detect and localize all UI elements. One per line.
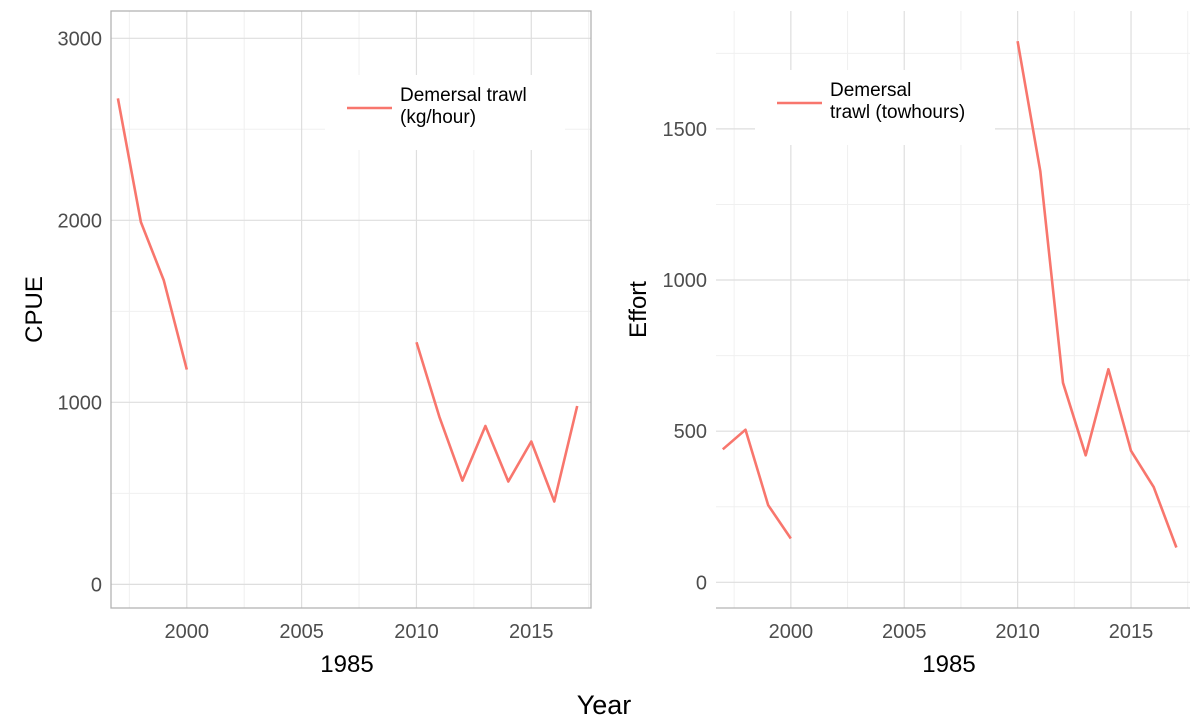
x-axis-label: 1985 — [320, 651, 373, 678]
y-tick-label: 1000 — [663, 270, 708, 292]
cpue-panel: 2000 2005 2010 2015 0 1000 2000 3000 1985 CPUE Dem… — [21, 10, 592, 678]
series-line — [415, 341, 579, 503]
y-tick-label: 3000 — [58, 28, 103, 50]
legend-label: Demersal — [830, 80, 911, 101]
legend-label: Demersal trawl — [400, 85, 527, 106]
panel-border — [110, 10, 592, 609]
effort-panel: 2000 2005 2010 2015 0 500 1000 1500 1985 Effort De… — [625, 11, 1190, 678]
y-tick-label: 0 — [91, 574, 102, 596]
x-tick-label: 2005 — [882, 621, 927, 643]
legend-label: trawl (towhours) — [830, 102, 965, 123]
y-axis-title: Effort — [625, 281, 652, 338]
y-tick-label: 1500 — [663, 119, 708, 141]
legend-label: (kg/hour) — [400, 107, 476, 128]
x-axis-label: 1985 — [922, 651, 975, 678]
x-tick-label: 2010 — [995, 621, 1040, 643]
x-tick-label: 2015 — [1109, 621, 1154, 643]
y-tick-label: 2000 — [58, 210, 103, 232]
y-tick-label: 0 — [696, 572, 707, 594]
x-tick-label: 2010 — [394, 621, 439, 643]
x-tick-label: 2000 — [769, 621, 814, 643]
y-axis-title: CPUE — [21, 276, 48, 343]
series-line — [721, 428, 792, 540]
figure-x-axis-title: Year — [577, 690, 632, 720]
x-tick-label: 2000 — [165, 621, 210, 643]
legend-box — [325, 75, 565, 150]
series-line — [116, 98, 189, 370]
y-tick-label: 500 — [674, 421, 707, 443]
x-tick-label: 2015 — [509, 621, 554, 643]
legend-box — [755, 70, 995, 145]
series-line — [1016, 40, 1178, 548]
y-tick-label: 1000 — [58, 392, 103, 414]
x-tick-label: 2005 — [279, 621, 324, 643]
